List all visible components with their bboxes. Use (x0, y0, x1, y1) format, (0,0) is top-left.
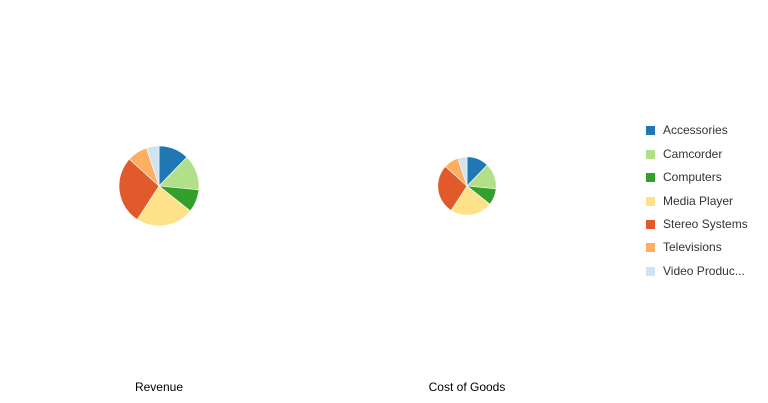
legend-item-stereo-systems[interactable]: Stereo Systems (646, 217, 768, 233)
legend-swatch (646, 150, 655, 159)
legend-item-camcorder[interactable]: Camcorder (646, 147, 768, 163)
pie-revenue (118, 145, 200, 227)
legend-item-accessories[interactable]: Accessories (646, 123, 768, 139)
legend-swatch (646, 220, 655, 229)
legend-label: Stereo Systems (663, 217, 748, 231)
legend-label: Computers (663, 170, 722, 184)
pie-slice-video-production[interactable] (146, 145, 160, 187)
legend-item-computers[interactable]: Computers (646, 170, 768, 186)
legend-swatch (646, 197, 655, 206)
legend-label: Camcorder (663, 147, 723, 161)
legend-swatch (646, 243, 655, 252)
legend-swatch (646, 173, 655, 182)
pie-cost-of-goods (437, 156, 497, 216)
legend-item-televisions[interactable]: Televisions (646, 240, 768, 256)
pie-slice-media-player[interactable] (450, 185, 491, 216)
legend-swatch (646, 126, 655, 135)
legend-label: Media Player (663, 194, 734, 208)
legend-label: Accessories (663, 123, 728, 137)
pie-slice-media-player[interactable] (136, 185, 191, 227)
legend-label: Televisions (663, 240, 722, 254)
pie-slice-stereo-systems[interactable] (437, 165, 468, 211)
pie-slice-stereo-systems[interactable] (118, 158, 160, 220)
legend-item-video-production[interactable]: Video Produc... (646, 264, 768, 280)
legend-swatch (646, 267, 655, 276)
legend-label: Video Produc... (663, 264, 745, 278)
cost-of-goods-label: Cost of Goods (428, 380, 506, 394)
pie-slice-video-production[interactable] (457, 156, 468, 187)
revenue-label: Revenue (134, 380, 184, 394)
legend-item-media-player[interactable]: Media Player (646, 194, 768, 210)
